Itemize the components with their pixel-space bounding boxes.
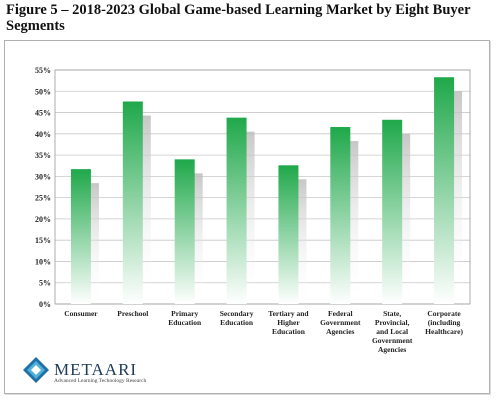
chart-title: Figure 5 – 2018-2023 Global Game-based L… (6, 2, 471, 34)
y-tick-label: 50% (35, 87, 51, 96)
bar (278, 165, 299, 304)
x-tick-label: Federal Government Agencies (320, 309, 361, 336)
y-tick-label: 25% (35, 194, 51, 203)
logo-name: METAARI (54, 360, 138, 379)
x-tick-label: Primary Education (168, 309, 202, 327)
y-tick-label: 45% (35, 109, 51, 118)
x-tick-label: Corporate (including Healthcare) (425, 309, 463, 336)
bar (434, 77, 455, 304)
bar (70, 169, 91, 304)
metaari-logo-icon (23, 357, 49, 383)
x-tick-label: Consumer (64, 309, 98, 318)
x-tick-label: Tertiary and Higher Education (268, 309, 309, 336)
logo-tagline: Advanced Learning Technology Research (54, 378, 147, 384)
x-tick-label: Preschool (117, 309, 148, 318)
x-tick-label: Secondary Education (220, 309, 254, 327)
x-tick-label: State, Provincial, and Local Government Agen… (372, 309, 413, 354)
bar (330, 127, 351, 304)
bar (122, 101, 143, 304)
y-tick-label: 20% (35, 215, 51, 224)
y-tick-label: 30% (35, 172, 51, 181)
y-tick-label: 5% (39, 279, 51, 288)
bar (226, 117, 247, 304)
y-tick-label: 15% (35, 236, 51, 245)
plot-area (54, 69, 471, 305)
bar (174, 159, 195, 304)
bar (382, 119, 403, 304)
y-tick-label: 55% (35, 66, 51, 75)
y-tick-label: 10% (35, 257, 51, 266)
y-tick-label: 35% (35, 151, 51, 160)
y-tick-label: 40% (35, 130, 51, 139)
y-tick-label: 0% (39, 300, 51, 309)
